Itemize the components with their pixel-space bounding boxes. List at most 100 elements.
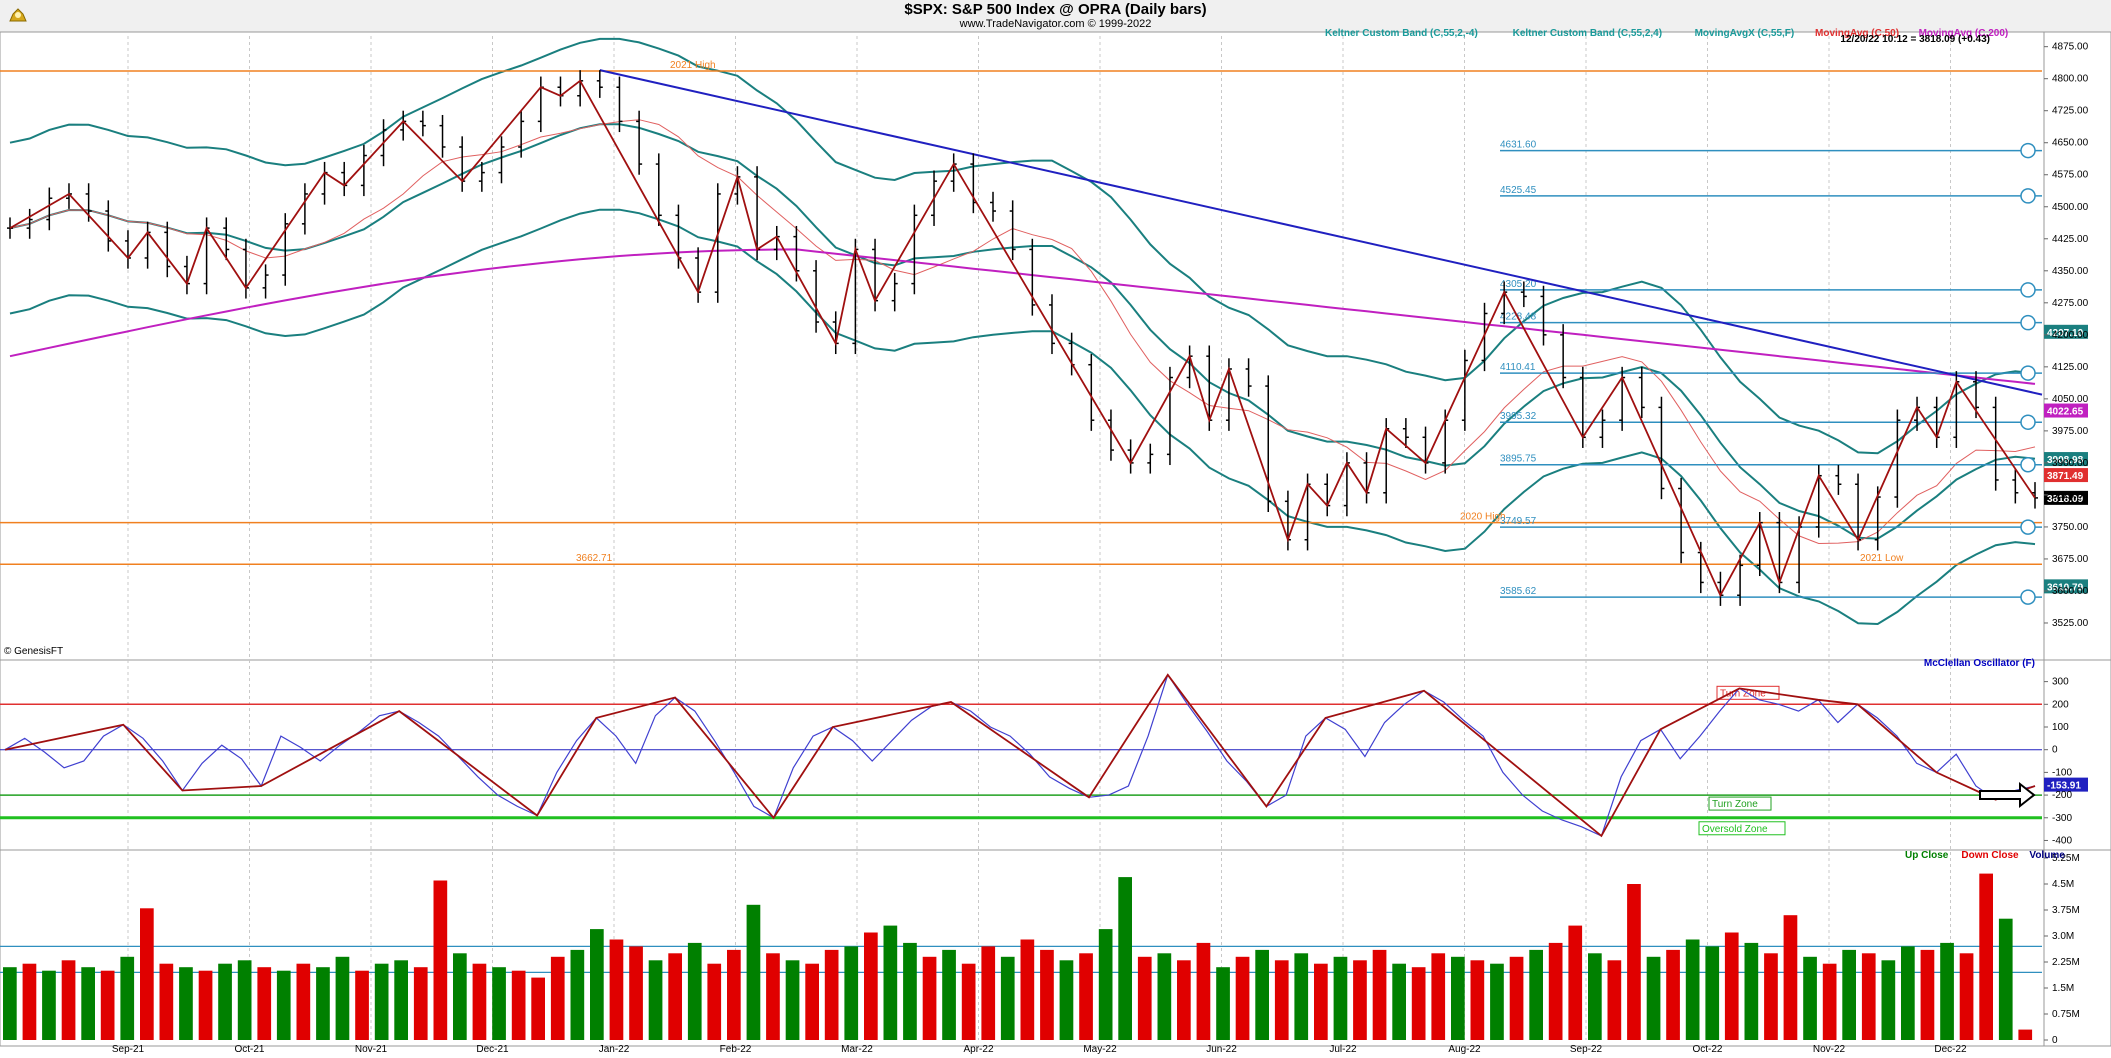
price-bar: [1638, 366, 1645, 419]
volume-bar: [864, 932, 878, 1040]
volume-bar: [179, 967, 193, 1040]
volume-bar: [1098, 929, 1113, 1040]
volume-bar: [1118, 877, 1132, 1040]
last-value-tag: 4022.65: [2044, 403, 2088, 418]
price-legend-item: Keltner Custom Band (C,55,2,-4): [1325, 28, 1478, 39]
volume-bar: [1822, 963, 1837, 1040]
x-tick-label: Aug-22: [1448, 1044, 1481, 1055]
volume-bar: [1705, 946, 1720, 1040]
price-bar: [301, 183, 308, 235]
last-value-tag-box: [2044, 403, 2088, 418]
price-bar: [1402, 418, 1409, 448]
volume-bar: [1685, 939, 1700, 1040]
keltner-middle-line: [9, 123, 2036, 540]
volume-bar: [805, 963, 819, 1040]
price-bar: [1107, 409, 1114, 461]
osc-y-tick-label: 100: [2052, 722, 2069, 733]
volume-bar: [648, 960, 663, 1040]
volume-bar: [1666, 949, 1680, 1040]
volume-legend-item: Volume: [2029, 850, 2065, 861]
volume-panel-frame: [0, 849, 2111, 1047]
volume-bar: [1940, 942, 1954, 1040]
price-bar: [1992, 396, 1999, 491]
volume-bar: [1372, 949, 1387, 1040]
genesis-logo-icon: [9, 8, 27, 22]
last-value-tag-label: 4207.10: [2047, 328, 2084, 339]
volume-bar: [981, 946, 996, 1040]
price-y-tick-label: 3600.00: [2052, 586, 2089, 597]
level-label: 4110.41: [1500, 362, 1536, 373]
price-bar: [813, 260, 820, 333]
volume-bar: [61, 960, 76, 1040]
volume-bar: [550, 956, 565, 1040]
price-bar: [1009, 200, 1016, 261]
volume-bar: [1783, 915, 1798, 1040]
volume-bar: [1000, 956, 1015, 1040]
osc-legend-item: McClellan Oscillator (F): [1924, 658, 2035, 669]
price-y-tick-label: 4800.00: [2052, 74, 2089, 85]
volume-bar: [1998, 918, 2013, 1040]
volume-bar: [609, 939, 624, 1040]
osc-last-value-label: -153.91: [2047, 781, 2081, 792]
volume-bar: [492, 967, 506, 1040]
volume-bar: [1040, 949, 1054, 1040]
price-bar: [1245, 358, 1252, 397]
volume-bar: [1392, 963, 1406, 1040]
volume-bar: [1314, 963, 1328, 1040]
volume-bar: [1881, 960, 1896, 1040]
volume-bar: [1901, 946, 1915, 1040]
osc-zone-label-text: Turn Zone: [1720, 688, 1766, 699]
osc-zone-label: Turn Zone: [1708, 796, 1772, 811]
volume-bar: [140, 908, 154, 1040]
volume-bar: [1646, 956, 1661, 1040]
price-y-tick-label: 4425.00: [2052, 234, 2089, 245]
volume-bar: [257, 967, 272, 1040]
volume-bar: [1490, 963, 1504, 1040]
price-bar: [439, 114, 446, 158]
price-y-tick-label: 4650.00: [2052, 138, 2089, 149]
x-tick-label: Jul-22: [1329, 1044, 1357, 1055]
vol-y-tick-label: 0: [2052, 1035, 2058, 1046]
osc-zigzag-line: [4, 673, 2036, 838]
last-value-tag: 3610.79: [2044, 579, 2088, 594]
volume-bar: [844, 946, 859, 1040]
last-value-tag-box: [2044, 579, 2088, 594]
last-value-tag-box: [2044, 324, 2088, 339]
osc-zone-label: Oversold Zone: [1698, 821, 1786, 836]
price-bar: [282, 213, 289, 286]
volume-bar: [1294, 953, 1309, 1040]
price-zigzag-line: [9, 79, 2036, 598]
volume-bar: [727, 949, 741, 1040]
volume-bar: [1744, 942, 1759, 1040]
x-tick-label: Feb-22: [720, 1044, 752, 1055]
volume-bar: [355, 970, 369, 1040]
price-bar: [262, 264, 269, 299]
last-value-tag-box: [2044, 490, 2088, 505]
volume-bar: [316, 967, 330, 1040]
volume-bar: [1255, 949, 1269, 1040]
price-bar: [891, 272, 898, 312]
mcclellan-oscillator-line: [4, 673, 2036, 837]
volume-bar: [687, 942, 702, 1040]
last-value-tag-label: 3871.49: [2047, 471, 2084, 482]
osc-zone-label-box: [1698, 821, 1786, 836]
vol-y-tick-label: 0.75M: [2052, 1009, 2080, 1020]
volume-bar: [1451, 956, 1465, 1040]
vol-y-tick-label: 3.0M: [2052, 931, 2074, 942]
volume-bar: [1157, 953, 1172, 1040]
copyright-label: © GenesisFT: [4, 646, 63, 657]
downtrend-line: [599, 69, 2043, 396]
x-tick-label: Dec-22: [1934, 1044, 1967, 1055]
vol-y-tick-label: 3.75M: [2052, 905, 2080, 916]
level-alert-marker: [2020, 456, 2036, 473]
x-tick-label: Mar-22: [841, 1044, 873, 1055]
price-legend-item: MovingAvgX (C,55,F): [1695, 28, 1795, 39]
level-label: 3995.32: [1500, 411, 1537, 422]
volume-legend-item: Down Close: [1961, 850, 2019, 861]
last-value-tag: 3871.49: [2044, 468, 2088, 483]
x-tick-label: Dec-21: [476, 1044, 509, 1055]
price-bar: [1678, 477, 1685, 564]
volume-bar: [1020, 939, 1035, 1040]
volume-bar: [3, 967, 17, 1040]
